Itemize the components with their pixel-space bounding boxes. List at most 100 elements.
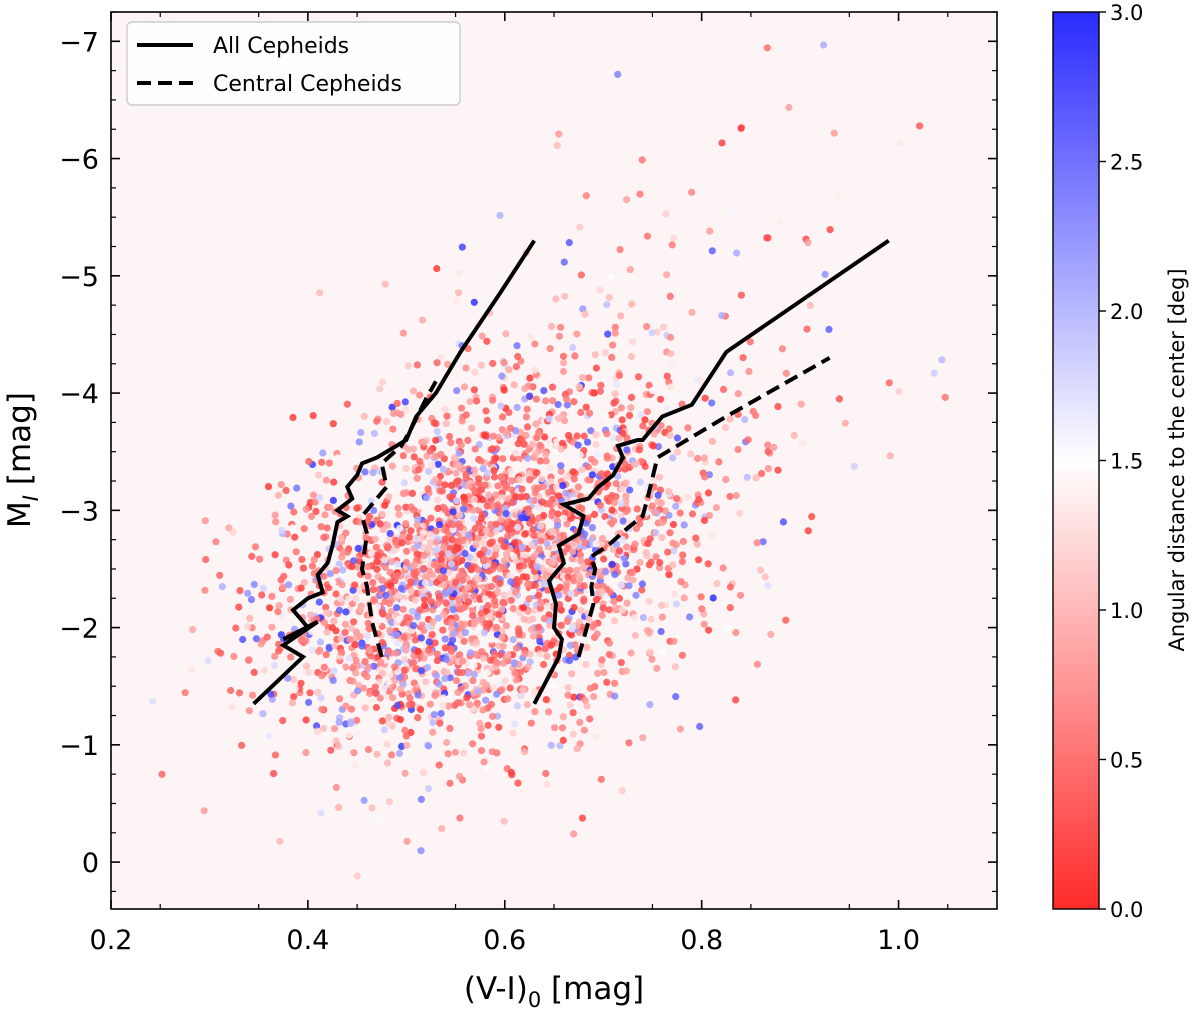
scatter-point (325, 459, 333, 467)
scatter-point (235, 689, 244, 697)
scatter-point (395, 511, 403, 519)
scatter-point (719, 393, 727, 401)
scatter-point (489, 396, 497, 404)
scatter-point (265, 732, 273, 740)
scatter-point (478, 332, 486, 340)
scatter-point (938, 356, 946, 364)
scatter-point (322, 476, 330, 484)
scatter-point (732, 491, 740, 500)
scatter-point (482, 432, 490, 440)
scatter-point (361, 657, 369, 666)
scatter-point (335, 718, 343, 726)
scatter-point (342, 702, 350, 710)
scatter-point (721, 423, 730, 432)
scatter-point (322, 603, 330, 611)
scatter-point (394, 504, 402, 512)
scatter-point (434, 496, 442, 504)
scatter-point (733, 249, 741, 257)
y-tick-label: −4 (59, 379, 99, 410)
scatter-point (434, 614, 442, 622)
scatter-point (435, 680, 443, 688)
colorbar-tick-label: 1.0 (1110, 599, 1143, 623)
scatter-point (245, 656, 253, 664)
scatter-point (782, 616, 790, 624)
scatter-point (469, 612, 477, 620)
scatter-point (431, 691, 439, 700)
scatter-point (658, 613, 666, 621)
scatter-point (593, 630, 601, 638)
scatter-point (617, 312, 625, 320)
scatter-point (501, 543, 509, 551)
scatter-point (446, 724, 454, 733)
scatter-point (704, 489, 713, 497)
scatter-point (526, 650, 534, 658)
scatter-point (586, 715, 594, 723)
scatter-point (507, 596, 515, 604)
scatter-point (455, 449, 463, 457)
scatter-point (593, 733, 601, 741)
scatter-point (298, 636, 306, 644)
scatter-point (459, 505, 468, 513)
scatter-point (543, 549, 552, 557)
scatter-point (367, 497, 375, 505)
scatter-point (535, 557, 543, 565)
scatter-point (476, 550, 484, 558)
scatter-point (647, 558, 655, 566)
scatter-point (622, 560, 630, 568)
scatter-point (410, 569, 418, 577)
scatter-point (365, 646, 374, 654)
scatter-point (409, 445, 417, 453)
scatter-point (361, 704, 369, 712)
scatter-point (636, 558, 644, 567)
scatter-point (401, 655, 409, 663)
scatter-point (373, 565, 381, 573)
scatter-point (372, 703, 380, 712)
scatter-point (426, 700, 434, 708)
scatter-point (565, 239, 573, 247)
scatter-point (481, 555, 489, 563)
scatter-point (627, 352, 636, 361)
scatter-point (797, 400, 805, 408)
scatter-point (464, 598, 473, 606)
scatter-point (435, 521, 444, 529)
scatter-point (414, 516, 422, 524)
scatter-point (335, 606, 344, 615)
scatter-point (515, 631, 523, 639)
scatter-point (664, 548, 672, 556)
scatter-point (536, 457, 545, 465)
scatter-point (513, 702, 522, 710)
scatter-point (561, 509, 569, 517)
scatter-point (563, 395, 571, 403)
scatter-point (658, 648, 667, 656)
scatter-point (614, 70, 622, 78)
scatter-point (250, 580, 258, 589)
scatter-point (501, 677, 509, 685)
scatter-point (529, 632, 538, 640)
scatter-point (588, 524, 597, 532)
scatter-point (723, 623, 732, 632)
scatter-point (342, 529, 350, 537)
scatter-point (477, 514, 485, 522)
scatter-point (644, 539, 652, 548)
scatter-point (804, 239, 812, 247)
scatter-point (825, 325, 833, 333)
scatter-point (715, 458, 723, 466)
scatter-point (565, 657, 574, 665)
scatter-point (383, 759, 392, 767)
scatter-point (432, 527, 440, 535)
scatter-point (435, 761, 443, 769)
scatter-point (502, 550, 511, 559)
scatter-point (578, 466, 586, 474)
scatter-point (458, 669, 466, 677)
scatter-point (434, 460, 442, 468)
scatter-point (470, 486, 478, 494)
scatter-point (558, 724, 567, 732)
scatter-point (455, 269, 463, 277)
scatter-point (445, 702, 453, 710)
scatter-point (437, 450, 445, 458)
scatter-point (591, 458, 599, 466)
scatter-point (536, 650, 544, 658)
scatter-point (480, 758, 488, 766)
scatter-point (381, 280, 389, 288)
scatter-point (382, 418, 391, 426)
